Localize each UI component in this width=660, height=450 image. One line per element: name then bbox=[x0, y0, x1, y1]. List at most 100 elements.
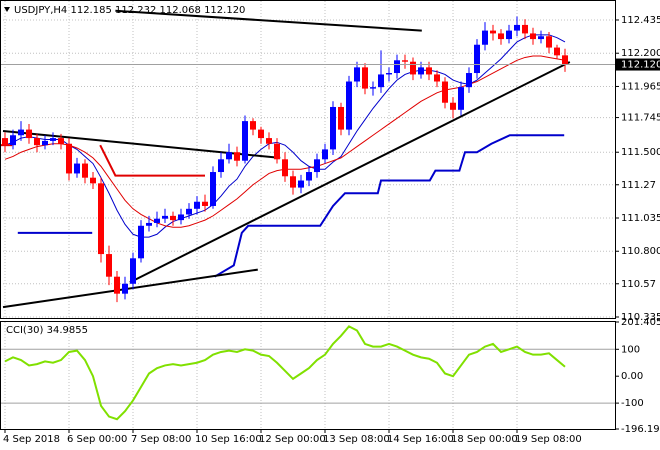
candle-body bbox=[370, 87, 376, 89]
candle-body bbox=[530, 33, 536, 40]
y-tick-label: 111.965 bbox=[621, 81, 660, 92]
x-tick-label: 12 Sep 00:00 bbox=[259, 434, 326, 445]
candle-body bbox=[202, 201, 208, 206]
cci-line bbox=[4, 325, 566, 421]
candle-body bbox=[154, 218, 160, 223]
candle-body bbox=[426, 67, 432, 75]
candle-body bbox=[498, 33, 504, 40]
trendline bbox=[115, 9, 422, 32]
candle-body bbox=[82, 163, 88, 178]
current-price-box bbox=[616, 58, 660, 71]
candle-body bbox=[10, 135, 16, 146]
y-tick-label: 111.500 bbox=[621, 147, 660, 158]
y2-tick-label: 0.00 bbox=[621, 371, 643, 382]
y2-tick-label: 100 bbox=[621, 344, 640, 355]
candle-body bbox=[250, 121, 256, 130]
step-line bbox=[99, 144, 205, 177]
candle-body bbox=[98, 183, 104, 255]
candle-body bbox=[490, 30, 496, 34]
candle-body bbox=[226, 152, 232, 160]
candle-body bbox=[362, 67, 368, 89]
candle-body bbox=[298, 180, 304, 188]
candle-body bbox=[322, 149, 328, 160]
candle-body bbox=[170, 215, 176, 221]
candle-body bbox=[122, 283, 128, 294]
candle-body bbox=[506, 30, 512, 40]
y-tick-label: 111.745 bbox=[621, 113, 660, 124]
candle-body bbox=[354, 67, 360, 82]
candle-body bbox=[290, 176, 296, 188]
plot bbox=[0, 9, 615, 421]
candle-body bbox=[394, 60, 400, 74]
y2-tick-label: -196.1996 bbox=[621, 424, 660, 435]
candle-body bbox=[562, 55, 568, 65]
y-tick-label: 110.57 bbox=[621, 279, 656, 290]
candle-body bbox=[418, 67, 424, 75]
candle-body bbox=[242, 121, 248, 161]
x-tick-label: 14 Sep 16:00 bbox=[387, 434, 454, 445]
candle-body bbox=[178, 214, 184, 221]
candle-body bbox=[146, 222, 152, 226]
cci-title: CCI(30) 34.9855 bbox=[6, 325, 88, 336]
candle-body bbox=[474, 44, 480, 74]
candle-body bbox=[58, 138, 64, 144]
candle-body bbox=[314, 159, 320, 173]
candle-body bbox=[34, 138, 40, 146]
candle-body bbox=[194, 201, 200, 209]
y-tick-label: 112.435 bbox=[621, 15, 660, 26]
menu-triangle bbox=[4, 7, 10, 12]
candle-body bbox=[482, 30, 488, 45]
x-tick-label: 13 Sep 08:00 bbox=[323, 434, 390, 445]
candle-body bbox=[114, 276, 120, 294]
x-tick-label: 10 Sep 16:00 bbox=[195, 434, 262, 445]
candle-body bbox=[218, 159, 224, 173]
cci-frame bbox=[0, 321, 616, 430]
candle-body bbox=[450, 102, 456, 110]
candle-body bbox=[458, 87, 464, 110]
candle-body bbox=[346, 81, 352, 130]
candle-body bbox=[26, 129, 32, 139]
x-tick-label: 4 Sep 2018 bbox=[3, 434, 60, 445]
candle-body bbox=[74, 163, 80, 174]
candle-body bbox=[434, 74, 440, 82]
candle-body bbox=[330, 106, 336, 150]
main-frame bbox=[0, 0, 616, 319]
candle-body bbox=[266, 138, 272, 144]
x-tick-label: 6 Sep 00:00 bbox=[67, 434, 127, 445]
candle-body bbox=[234, 152, 240, 161]
x-tick-label: 19 Sep 08:00 bbox=[515, 434, 582, 445]
candle-body bbox=[186, 208, 192, 215]
candle-body bbox=[466, 73, 472, 88]
candle-body bbox=[306, 172, 312, 181]
candle-body bbox=[162, 215, 168, 219]
candle-body bbox=[42, 140, 48, 146]
candle-body bbox=[402, 60, 408, 62]
candle-body bbox=[514, 24, 520, 31]
candle-body bbox=[442, 81, 448, 103]
candle-body bbox=[522, 24, 528, 34]
candle-body bbox=[274, 143, 280, 160]
candle-body bbox=[50, 138, 56, 141]
candle-body bbox=[2, 138, 8, 146]
candle-body bbox=[378, 74, 384, 88]
candle-body bbox=[66, 143, 72, 174]
y-tick-label: 110.335 bbox=[621, 312, 660, 323]
chart-title: USDJPY,H4 112.185 112.232 112.068 112.12… bbox=[14, 5, 245, 16]
candle-body bbox=[210, 172, 216, 206]
candle-body bbox=[554, 47, 560, 56]
y-tick-label: 111.27 bbox=[621, 180, 656, 191]
y-tick-label: 111.035 bbox=[621, 213, 660, 224]
candle-body bbox=[138, 225, 144, 259]
trendline bbox=[129, 61, 571, 284]
trendline bbox=[2, 268, 258, 309]
x-tick-label: 7 Sep 08:00 bbox=[131, 434, 191, 445]
candle-body bbox=[106, 254, 112, 277]
candle-body bbox=[538, 36, 544, 40]
candle-body bbox=[258, 129, 264, 139]
candle-body bbox=[386, 73, 392, 75]
candle-body bbox=[282, 159, 288, 177]
y2-tick-label: -100 bbox=[621, 398, 644, 409]
y-tick-label: 112.200 bbox=[621, 48, 660, 59]
